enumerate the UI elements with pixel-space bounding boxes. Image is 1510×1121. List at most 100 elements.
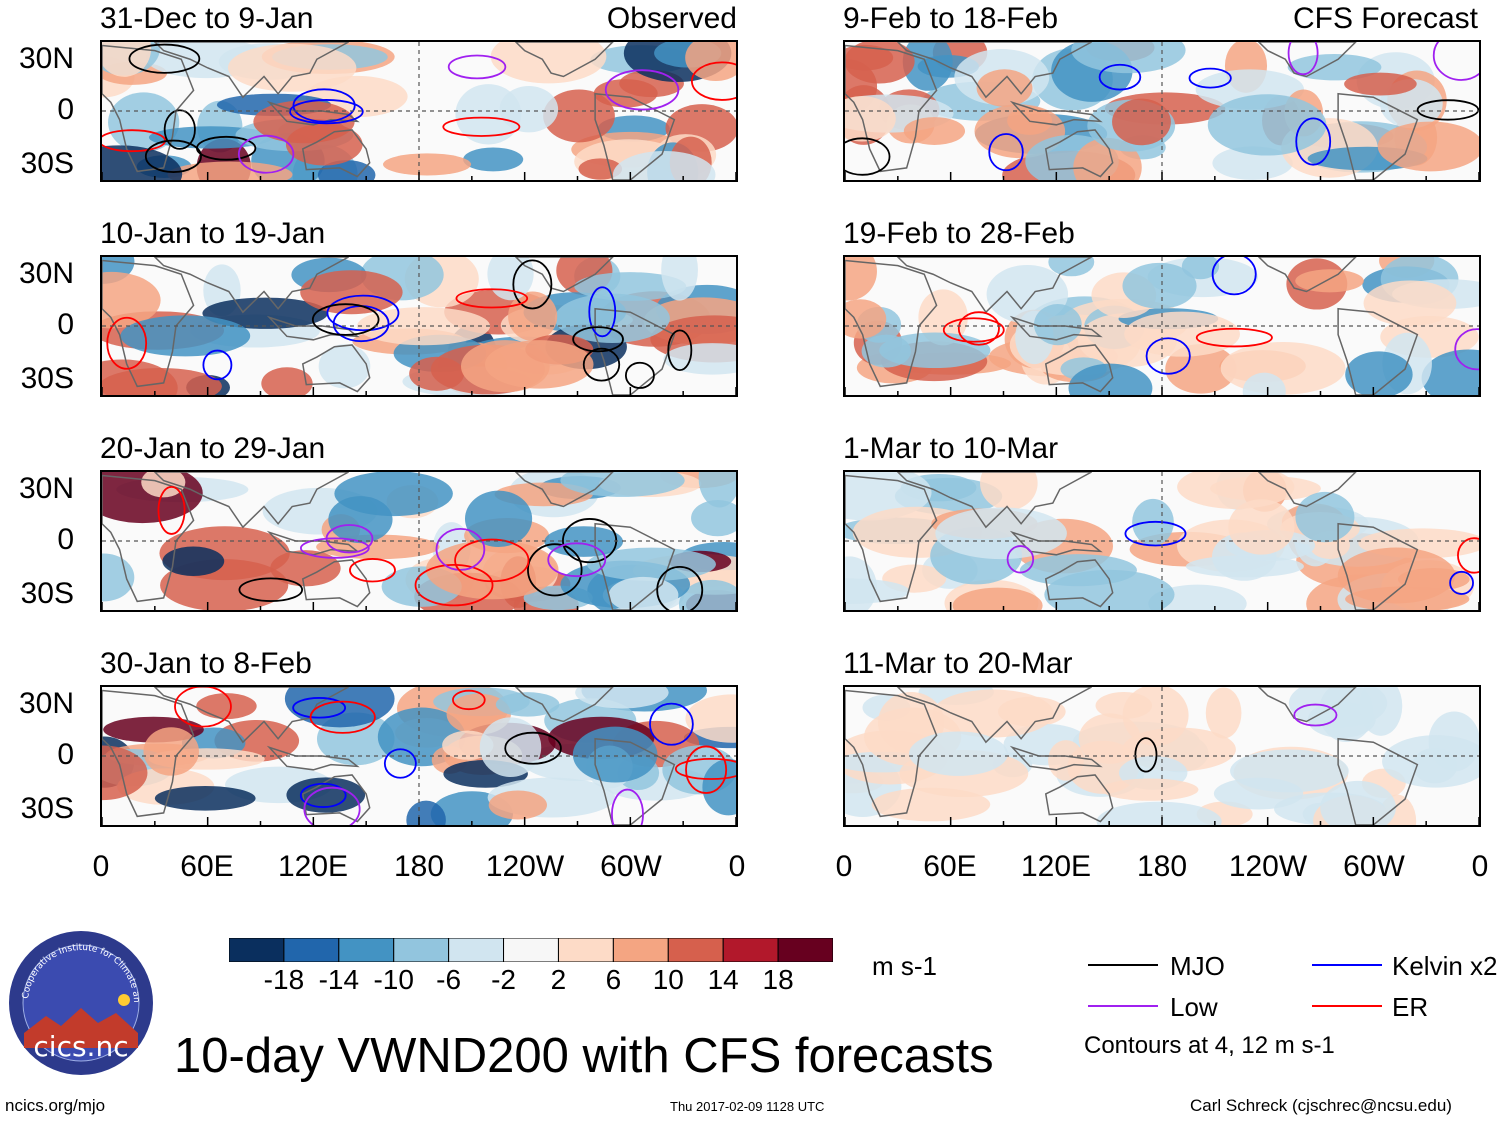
wave-contour [1188,67,1232,89]
author-credit: Carl Schreck (cjschrec@ncsu.edu) [1190,1096,1452,1115]
wave-contour [1195,327,1273,348]
coastline [102,474,195,603]
anomaly-blob [141,472,186,498]
wave-contour [547,542,607,578]
anomaly-blob [1295,269,1364,293]
map-panel-forecast-3 [843,470,1481,612]
wave-contour [238,577,304,602]
coastline [102,44,195,173]
anomaly-blob [499,86,559,133]
anomaly-blob [918,289,968,346]
coastline [301,344,371,393]
anomaly-blob [593,79,658,108]
wave-contour [604,69,680,111]
map-panel-observed-3 [100,470,738,612]
wave-contour [1293,703,1338,727]
anomaly-blob [661,257,698,301]
anomaly-blob [154,786,256,811]
wave-contour [674,757,736,780]
anomaly-blob [328,496,393,544]
anomaly-blob [1122,262,1197,309]
colorbar [228,937,834,963]
wave-contour [174,687,232,728]
wave-contour [1134,737,1158,773]
units-label: m s-1 [872,951,937,981]
colorbar-swatch [777,937,834,963]
lat-tick: 30S [20,577,74,610]
anomaly-blob [952,587,1043,610]
wave-contour [292,697,347,719]
wave-contour [435,527,486,571]
wave-contour [1457,537,1479,574]
anomaly-blob [202,297,328,329]
lon-tick: 0 [728,850,746,883]
map-panel-observed-2 [100,255,738,397]
coastline [514,257,614,293]
colorbar-tick: 14 [707,964,739,995]
colorbar-tick: -2 [491,964,516,995]
coastline [1337,522,1419,610]
wave-contour [144,139,202,173]
wave-contour [504,731,562,765]
lat-tick: 0 [57,523,74,556]
anomaly-blob [479,717,542,777]
anomaly-blob [490,42,607,84]
wave-contour [1006,545,1035,574]
wave-contour [163,109,196,150]
map-panel-forecast-4 [843,685,1481,827]
colorbar-tick: -6 [436,964,462,995]
anomaly-blob [120,315,251,357]
wave-contour [611,788,644,825]
anomaly-blob [102,745,148,801]
site-link[interactable]: ncics.org/mjo [5,1096,106,1115]
anomaly-blob [1344,72,1417,96]
coastline [1337,307,1419,395]
anomaly-blob [1112,98,1171,146]
anomaly-blob [845,42,915,84]
coastline [153,472,349,529]
panel-title: 9-Feb to 18-Feb [843,2,1059,35]
wave-contour [455,288,529,309]
anomaly-blob [908,731,1008,776]
legend-label-mjo: MJO [1170,951,1225,981]
lon-tick: 60E [923,850,977,883]
anomaly-blob [1320,780,1396,825]
wave-contour [447,54,507,80]
anomaly-blob [464,490,533,547]
wave-contour [685,745,728,794]
anomaly-blob [1071,42,1186,74]
colorbar-swatch [612,937,669,963]
anomaly-blob [586,547,716,581]
wave-contour [383,748,417,779]
anomaly-blob [1101,778,1199,801]
anomaly-blob [572,726,658,783]
lon-tick: 120E [1020,850,1092,883]
anomaly-blob [554,293,670,343]
anomaly-blob [575,687,669,709]
anomaly-blob [1181,257,1220,280]
anomaly-blob [871,787,991,822]
wave-contour [1211,257,1257,296]
wave-contour [237,134,295,174]
lat-tick: 30N [18,257,74,290]
wave-contour [326,294,400,332]
anomaly-blob [1122,687,1189,746]
coastline [896,472,1092,529]
lat-tick: 0 [57,93,74,126]
anomaly-blob [663,343,736,375]
anomaly-blob [845,96,896,142]
anomaly-blob [406,800,446,825]
colorbar-swatch [667,937,724,963]
coastline [102,689,195,818]
coastline [594,307,676,395]
map-panel-forecast-2 [843,255,1481,397]
anomaly-blob [698,472,736,508]
lon-tick: 120E [277,850,349,883]
anomaly-blob [318,344,371,389]
coastline [896,257,1092,314]
map-panel-observed-4 [100,685,738,827]
anomaly-blob [861,334,912,368]
coastline [514,687,614,723]
contour-note: Contours at 4, 12 m s-1 [1084,1032,1335,1059]
coastline [301,559,371,608]
